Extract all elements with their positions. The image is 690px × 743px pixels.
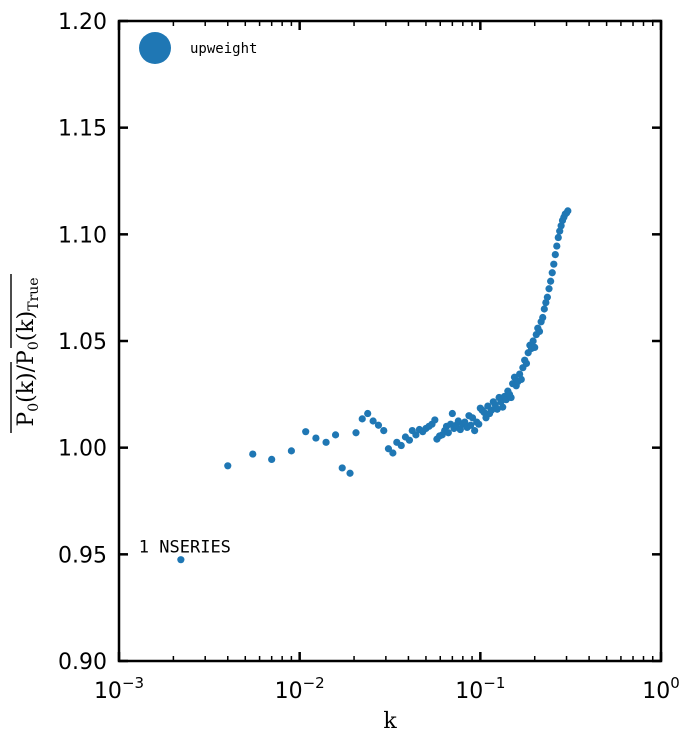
annotation-point <box>177 556 185 564</box>
data-point <box>531 343 539 351</box>
x-tick-label: 10−1 <box>455 674 505 704</box>
data-point <box>389 449 397 457</box>
y-tick-label: 1.10 <box>58 223 107 248</box>
data-point <box>487 406 495 414</box>
data-point <box>522 359 531 367</box>
data-point <box>384 445 393 453</box>
y-axis-title-slash: / <box>14 364 39 372</box>
y-axis-title-sub: 0 <box>26 403 42 412</box>
data-point <box>547 277 555 285</box>
data-point <box>374 421 383 429</box>
data-point <box>564 207 572 215</box>
data-point <box>444 429 452 437</box>
data-point <box>456 425 464 434</box>
data-point <box>545 285 553 293</box>
data-point <box>338 464 346 472</box>
data-point <box>224 462 232 470</box>
plot-frame <box>117 19 663 663</box>
legend-marker <box>139 32 171 64</box>
data-point <box>448 409 456 418</box>
axis-ticks-layer: 0.90 0.95 1.00 1.05 1.10 1.15 1.20 10−3 10−2 10−1… <box>58 10 680 704</box>
y-axis-title-k2: (k) <box>14 311 39 342</box>
data-point <box>551 251 559 259</box>
y-tick-label: 0.95 <box>58 543 107 568</box>
x-axis-title: k <box>383 709 397 734</box>
y-axis-title-sub2: 0 <box>26 341 42 350</box>
data-point <box>493 405 501 413</box>
annotation-layer: 1 NSERIES <box>139 538 231 564</box>
x-tick-label: 100 <box>642 674 680 704</box>
legend-label: upweight <box>190 41 257 57</box>
data-point <box>548 269 556 277</box>
data-point <box>322 438 330 446</box>
data-point <box>405 436 414 444</box>
data-point <box>287 447 295 455</box>
data-point <box>539 313 547 322</box>
x-tick-label: 10−3 <box>94 674 144 704</box>
data-point <box>471 427 479 435</box>
legend: upweight <box>139 32 257 64</box>
data-point <box>358 415 366 423</box>
y-tick-label: 1.15 <box>58 117 107 142</box>
annotation-label: 1 NSERIES <box>139 538 231 558</box>
data-point <box>364 409 372 418</box>
data-point <box>249 450 257 458</box>
svg-text:P0(k)/P0(k)True: P0(k)/P0(k)True <box>14 277 42 426</box>
data-point <box>331 431 340 439</box>
y-axis-title-p2: P <box>14 350 39 365</box>
y-tick-label: 1.05 <box>58 330 107 355</box>
y-axis-title-p: P <box>14 412 39 427</box>
data-point <box>352 429 360 437</box>
data-point <box>369 417 377 425</box>
y-axis-title-true: True <box>26 277 42 310</box>
data-point <box>529 337 537 345</box>
data-point <box>302 428 310 436</box>
data-point <box>517 375 525 383</box>
data-point <box>268 455 276 463</box>
data-point <box>397 441 405 450</box>
data-point <box>475 420 483 428</box>
data-point <box>380 427 388 435</box>
data-point <box>535 327 544 335</box>
data-point <box>540 305 548 313</box>
data-point <box>499 403 507 411</box>
data-point <box>431 416 439 424</box>
data-point <box>412 431 420 439</box>
y-tick-label: 1.00 <box>58 437 107 462</box>
data-point <box>553 242 561 250</box>
data-point <box>507 393 515 402</box>
data-points-layer <box>224 207 572 477</box>
y-tick-label: 0.90 <box>58 650 107 675</box>
data-point <box>543 293 551 301</box>
data-point <box>554 233 562 242</box>
data-point <box>346 469 354 477</box>
y-axis-title: P0(k)/P0(k)True <box>10 274 42 433</box>
y-axis-title-k: (k) <box>14 372 39 403</box>
x-tick-label: 10−2 <box>275 674 325 704</box>
data-point <box>312 434 320 442</box>
y-tick-label: 1.20 <box>58 10 107 35</box>
data-point <box>467 421 475 429</box>
data-point <box>550 260 558 268</box>
